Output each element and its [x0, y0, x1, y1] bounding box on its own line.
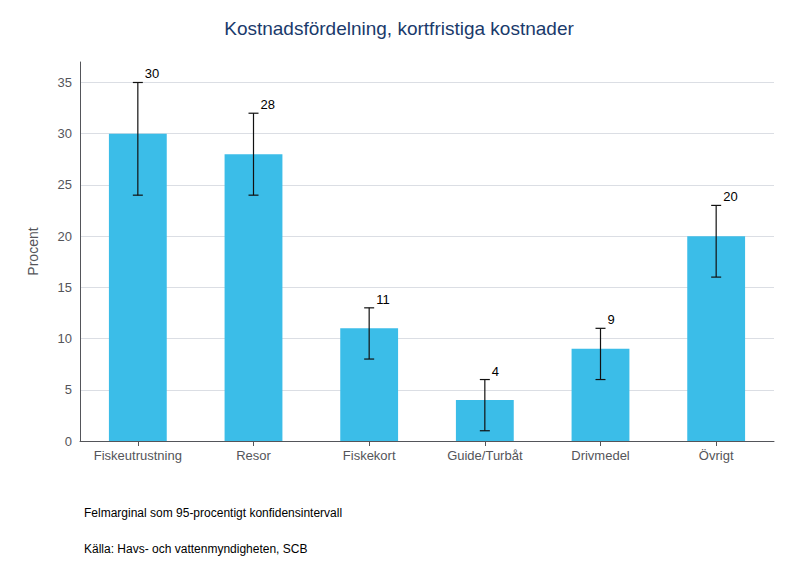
svg-text:Felmarginal som 95-procentigt: Felmarginal som 95-procentigt konfidensi… — [84, 506, 342, 520]
svg-text:Fiskeutrustning: Fiskeutrustning — [94, 448, 182, 463]
svg-text:20: 20 — [58, 229, 72, 244]
svg-text:Procent: Procent — [25, 227, 41, 275]
svg-text:4: 4 — [492, 364, 499, 379]
svg-text:Fiskekort: Fiskekort — [343, 448, 396, 463]
svg-text:28: 28 — [261, 97, 275, 112]
svg-text:5: 5 — [65, 382, 72, 397]
svg-text:25: 25 — [58, 177, 72, 192]
svg-text:Guide/Turbåt: Guide/Turbåt — [447, 448, 523, 463]
svg-text:Resor: Resor — [236, 448, 271, 463]
svg-text:0: 0 — [65, 434, 72, 449]
svg-text:30: 30 — [58, 126, 72, 141]
svg-text:30: 30 — [145, 66, 159, 81]
svg-text:15: 15 — [58, 280, 72, 295]
svg-text:20: 20 — [723, 189, 737, 204]
svg-text:Källa: Havs- och vattenmyndigh: Källa: Havs- och vattenmyndigheten, SCB — [84, 542, 307, 556]
svg-text:Kostnadsfördelning, kortfristi: Kostnadsfördelning, kortfristiga kostnad… — [224, 18, 574, 39]
svg-text:35: 35 — [58, 75, 72, 90]
svg-text:Övrigt: Övrigt — [699, 448, 734, 463]
svg-text:9: 9 — [608, 312, 615, 327]
svg-text:10: 10 — [58, 331, 72, 346]
svg-text:11: 11 — [376, 292, 390, 307]
svg-text:Drivmedel: Drivmedel — [571, 448, 630, 463]
